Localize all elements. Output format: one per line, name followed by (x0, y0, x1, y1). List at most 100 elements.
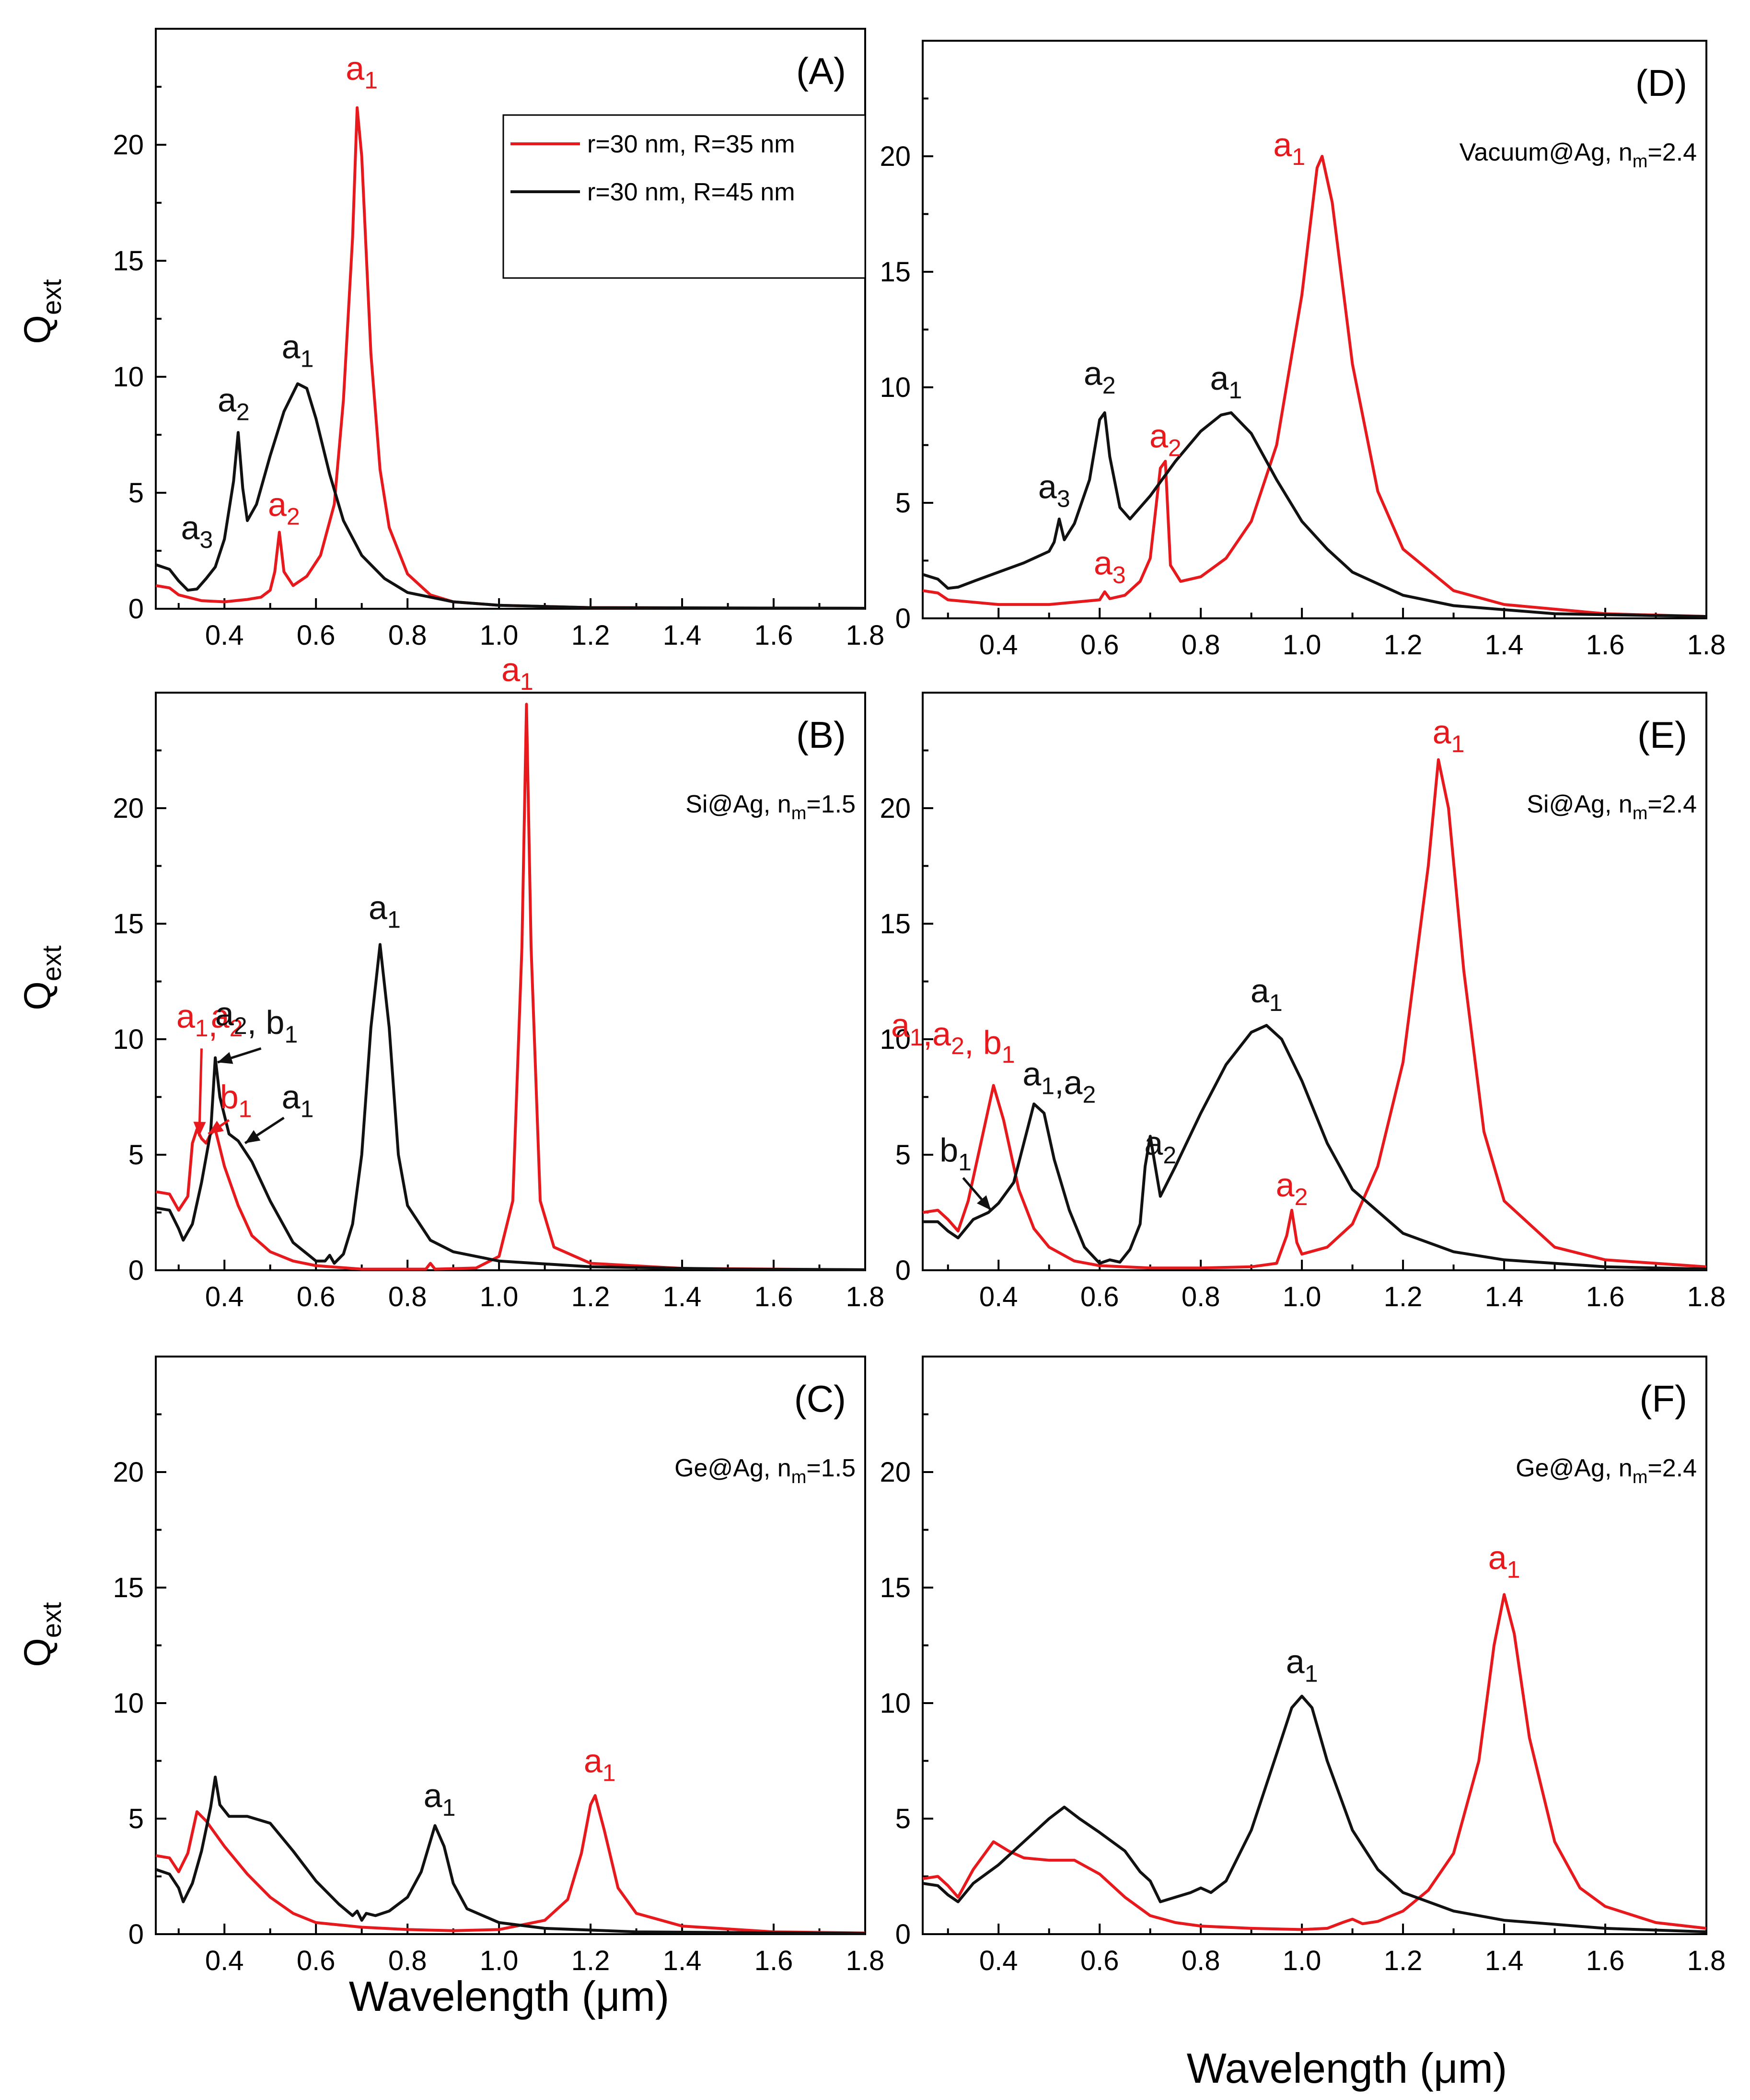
annotation-label-0: a1 (1433, 713, 1465, 757)
annotation-label-1: a1 (1210, 360, 1242, 404)
x-tick-label: 0.4 (979, 1945, 1018, 1976)
x-tick-label: 1.2 (571, 1945, 610, 1976)
y-tick-label: 5 (128, 1803, 144, 1834)
y-tick-label: 5 (128, 477, 144, 509)
annotation-5-base-sub: 1 (239, 1096, 252, 1123)
annotation-2-suffix-text: ,a (923, 1015, 951, 1053)
annotation-0-base-text: a (1488, 1539, 1507, 1576)
annotation-5-base-text: a (1276, 1166, 1295, 1204)
annotation-1-base-sub: 1 (1269, 989, 1283, 1016)
x-tick-label: 0.4 (979, 1281, 1018, 1312)
x-tick-label: 1.4 (663, 620, 702, 651)
y-tick-label: 10 (113, 361, 144, 393)
y-tick-label: 0 (128, 1255, 144, 1286)
annotation-2-base-text: a (218, 382, 236, 419)
y-tick-label: 10 (880, 372, 911, 403)
series-line-black (922, 1694, 1707, 1934)
annotation-4-base-text: a (181, 509, 200, 546)
annotation-5-base-text: a (1094, 544, 1113, 581)
annotation-arrow-0 (198, 1048, 203, 1137)
annotation-3-base-sub: 1 (1041, 1072, 1055, 1099)
y-tick-label: 15 (113, 1572, 144, 1603)
xlabel-right: Wavelength (μm) (1187, 2044, 1507, 2092)
y-tick-label: 15 (880, 1572, 911, 1603)
annotation-label-3: a1,a2 (1022, 1055, 1096, 1108)
y-tick-label: 5 (895, 1139, 911, 1171)
annotation-label-5: b1 (220, 1079, 252, 1123)
annotation-2-suffix-text: , (209, 1006, 218, 1044)
x-tick-label: 0.8 (388, 1945, 427, 1976)
annotation-label-0: a1 (1273, 126, 1305, 170)
material-label-main: Vacuum@Ag, n (1460, 139, 1633, 166)
annotation-6-base-text: b (939, 1131, 958, 1169)
annotation-6-base-sub: 1 (958, 1149, 972, 1175)
panel-A: 0.40.60.81.01.21.41.61.805101520(A)Vacuu… (113, 28, 884, 651)
annotation-label-0: a1 (584, 1742, 616, 1787)
x-tick-label: 0.4 (205, 1945, 244, 1976)
annotation-3-suffix-text: ,a (1055, 1064, 1082, 1101)
annotation-label-2: a1, (176, 998, 218, 1044)
x-tick-label: 1.0 (480, 620, 519, 651)
annotation-label-1: a1 (1251, 972, 1283, 1016)
y-tick-label: 15 (880, 256, 911, 288)
ylabel-panel-A: Qext (16, 279, 67, 344)
annotation-2-base-sub: 1 (910, 1024, 923, 1051)
series-line-black (155, 382, 866, 610)
panel-label: (B) (796, 714, 846, 756)
annotation-label-1: a1 (424, 1777, 456, 1821)
annotation-3-base-text: a (1022, 1055, 1041, 1092)
annotation-2-suffix-sub: 2 (951, 1033, 964, 1059)
series-line-red (155, 106, 866, 610)
x-tick-label: 0.6 (1080, 629, 1119, 661)
annotation-0-base-text: a (584, 1742, 603, 1780)
annotation-2-base-text: a (891, 1007, 910, 1044)
annotation-3-base-sub: 2 (287, 503, 300, 530)
material-label-sub: m (1633, 1467, 1648, 1487)
annotation-label-6: b1 (939, 1131, 972, 1175)
x-tick-label: 0.8 (1182, 629, 1220, 661)
annotation-2-base-sub: 1 (195, 1015, 209, 1042)
annotation-1-base-sub: 1 (1228, 377, 1242, 404)
y-tick-label: 0 (895, 1255, 911, 1286)
annotation-3-base-text: a (211, 998, 230, 1035)
plot-frame (922, 692, 1707, 1271)
y-tick-label: 0 (128, 1919, 144, 1950)
annotation-1-base-text: a (1286, 1643, 1305, 1680)
annotation-label-1: a1 (282, 328, 314, 372)
annotation-arrowhead-3 (245, 1130, 261, 1143)
annotation-4-suffix-sub: 1 (284, 1021, 298, 1048)
annotation-1-base-sub: 1 (442, 1794, 456, 1821)
series-line-black (155, 943, 866, 1271)
annotation-label-3: a2 (268, 486, 300, 530)
annotation-0-base-text: a (1273, 126, 1292, 163)
ylabel-panel-B: Qext (16, 945, 67, 1010)
annotation-5-base-text: b (220, 1079, 239, 1116)
material-label-main: Si@Ag, n (685, 790, 791, 818)
annotation-4-base-sub: 3 (199, 526, 213, 553)
x-tick-label: 1.2 (571, 620, 610, 651)
series-line-red (155, 1794, 866, 1935)
series-line-red (922, 1593, 1707, 1931)
x-tick-label: 1.8 (846, 1945, 885, 1976)
annotation-label-4: a3 (181, 509, 213, 553)
x-tick-label: 1.6 (754, 620, 793, 651)
x-tick-label: 1.8 (1687, 1281, 1726, 1312)
annotation-1-base-sub: 1 (301, 345, 314, 372)
annotation-3-base-text: a (1149, 417, 1168, 454)
panel-B: 0.4 0.6 0.8 1.0 1.2 1.4 1.6 1.8 0 5 10 15 20 (B) Si@Ag… (113, 651, 884, 1312)
material-label-rest: =1.5 (806, 1454, 856, 1482)
y-tick-label: 20 (113, 1457, 144, 1488)
xlabel-left: Wavelength (μm) (349, 1972, 670, 2020)
panel-label: (E) (1637, 714, 1687, 756)
panel-label: (A) (796, 50, 846, 92)
annotation-1-base-text: a (282, 328, 301, 365)
x-tick-label: 0.6 (297, 620, 336, 651)
x-tick-label: 1.2 (1384, 629, 1423, 661)
y-tick-label: 0 (128, 593, 144, 625)
material-label: Vacuum@Ag, nm=2.4 (1460, 139, 1697, 172)
x-tick-label: 0.8 (388, 620, 427, 651)
y-tick-label: 20 (113, 129, 144, 161)
annotation-label-0: a1 (1488, 1539, 1520, 1583)
annotation-3-base-sub: 2 (230, 1015, 243, 1042)
